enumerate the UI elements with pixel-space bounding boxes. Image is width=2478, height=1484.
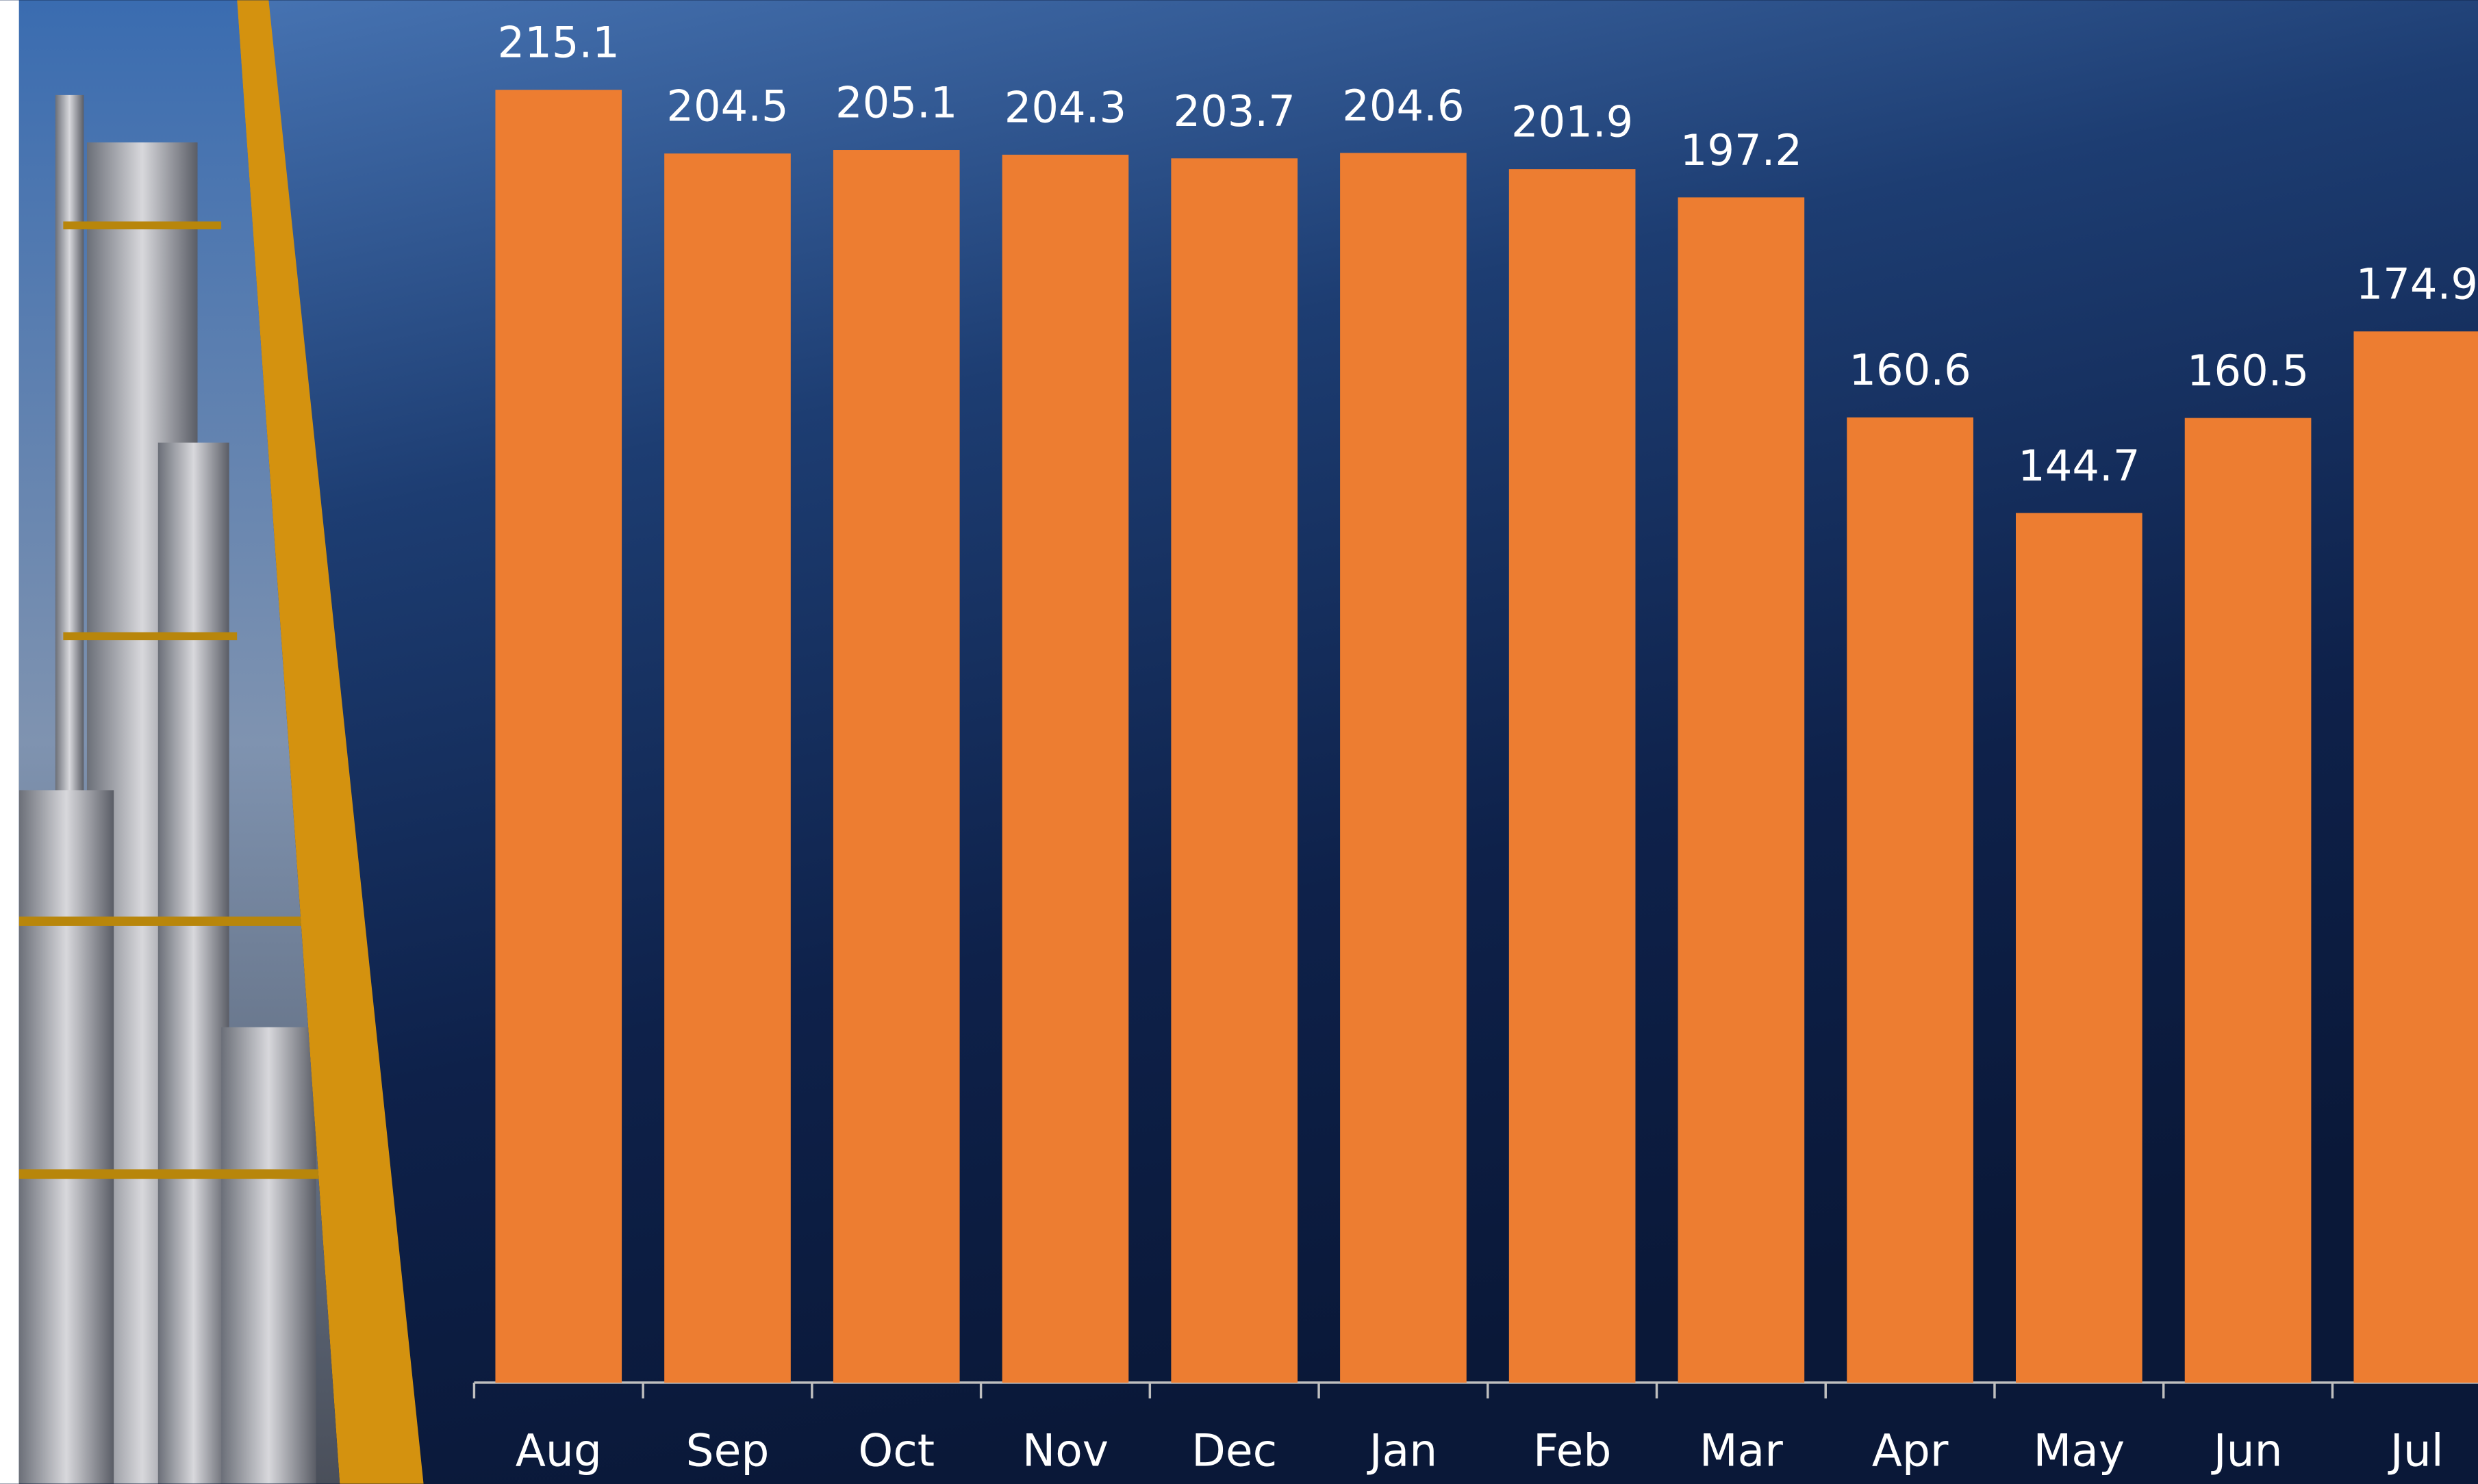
data-label: 160.5 [2187, 346, 2309, 396]
platform [63, 632, 238, 641]
bar [2353, 331, 2478, 1383]
bar [664, 153, 791, 1383]
bar [495, 90, 622, 1383]
bar [2016, 513, 2142, 1383]
bar [1678, 197, 1805, 1383]
data-label: 204.3 [1004, 82, 1126, 132]
x-tick-label: Nov [1022, 1425, 1109, 1476]
data-label: 144.7 [2018, 441, 2140, 491]
bar [2184, 418, 2312, 1383]
gold-stripe [237, 0, 424, 1484]
platform [63, 221, 222, 230]
tank [18, 790, 114, 1484]
data-label: 197.2 [1680, 125, 1802, 175]
margin [0, 0, 19, 1484]
data-label: 201.9 [1511, 97, 1633, 147]
bar [833, 150, 960, 1383]
data-label: 204.6 [1342, 81, 1464, 131]
data-label: 174.9 [2356, 259, 2478, 309]
x-tick-label: Jun [2211, 1425, 2283, 1476]
data-label: 205.1 [835, 77, 957, 127]
x-tick-label: Jan [1367, 1425, 1438, 1476]
tower [221, 1027, 316, 1484]
x-tick-label: Mar [1699, 1425, 1783, 1476]
x-tick-label: Feb [1533, 1425, 1611, 1476]
tower [157, 442, 229, 1484]
platform [18, 1169, 336, 1179]
data-label: 160.6 [1849, 345, 1971, 395]
bar [1002, 155, 1129, 1383]
refinery-photo [18, 0, 340, 1484]
bar [1508, 169, 1636, 1383]
bar [1847, 417, 1973, 1383]
x-tick-label: Apr [1872, 1425, 1949, 1476]
data-label: 204.5 [666, 81, 788, 131]
data-label: 203.7 [1174, 86, 1295, 136]
x-tick-label: May [2034, 1425, 2125, 1476]
x-tick-label: Aug [516, 1425, 602, 1476]
bar [1171, 158, 1298, 1383]
x-tick-label: Dec [1191, 1425, 1277, 1476]
platform [18, 917, 336, 926]
bar [1340, 153, 1467, 1383]
x-tick-label: Jul [2388, 1425, 2444, 1476]
x-tick-label: Oct [858, 1425, 935, 1476]
data-label: 215.1 [498, 18, 620, 68]
x-tick-label: Sep [686, 1425, 770, 1476]
